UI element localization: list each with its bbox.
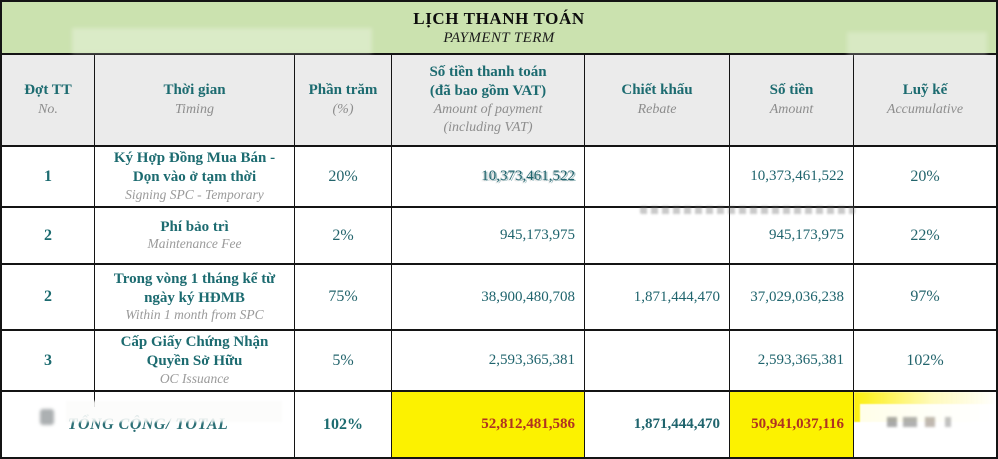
timing-label-en: Within 1 month from SPC — [125, 307, 264, 323]
header-cell-timing: Thời gian Timing — [95, 55, 295, 145]
cell-timing: Ký Hợp Đồng Mua Bán - Dọn vào ở tạm thời… — [95, 147, 295, 206]
table-row: 1 Ký Hợp Đồng Mua Bán - Dọn vào ở tạm th… — [2, 147, 996, 208]
total-accumulative-cell — [854, 392, 996, 457]
cell-rebate — [585, 208, 730, 263]
header-rebate-en: Rebate — [637, 101, 677, 117]
header-timing-en: Timing — [175, 101, 214, 117]
cell-accumulative: 20% — [910, 167, 940, 185]
table-row: 3 Cấp Giấy Chứng Nhận Quyền Sở Hữu OC Is… — [2, 331, 996, 392]
table-header-row: Đợt TT No. Thời gian Timing Phần trăm (%… — [2, 55, 996, 147]
timing-label-en: Signing SPC - Temporary — [125, 186, 264, 202]
timing-label-vi: Ký Hợp Đồng Mua Bán - Dọn vào ở tạm thời — [113, 150, 276, 186]
yellow-fade-highlight — [854, 392, 996, 422]
cell-amount: 10,373,461,522 — [730, 147, 854, 206]
timing-label-vi: Phí bảo trì — [160, 218, 229, 235]
header-no-vi: Đợt TT — [24, 82, 72, 99]
header-rebate-vi: Chiết khấu — [621, 82, 693, 99]
header-amount-en: Amount — [769, 101, 814, 117]
header-cell-amount-vat: Số tiền thanh toán (đã bao gồm VAT) Amou… — [392, 55, 585, 145]
cell-amount-vat: 10,373,461,522 — [392, 147, 585, 206]
cell-timing: Trong vòng 1 tháng kể từ ngày ký HĐMB Wi… — [95, 265, 295, 329]
cell-percent: 5% — [295, 331, 392, 390]
header-amount-vat-en2: (including VAT) — [443, 120, 533, 136]
header-amount-vat-vi2: (đã bao gồm VAT) — [429, 83, 547, 100]
cell-amount: 37,029,036,238 — [730, 265, 854, 329]
cell-rebate: 1,871,444,470 — [585, 265, 730, 329]
header-amount-vat-en1: Amount of payment — [433, 102, 543, 118]
cell-accumulative: 97% — [910, 288, 940, 305]
column-divider-tick — [94, 392, 95, 407]
cell-rebate — [585, 331, 730, 390]
cell-amount-vat: 945,173,975 — [392, 208, 585, 263]
timing-label-vi: Cấp Giấy Chứng Nhận Quyền Sở Hữu — [120, 334, 269, 370]
header-percent-vi: Phần trăm — [308, 82, 378, 99]
total-amount-cell: 50,941,037,116 — [730, 392, 854, 457]
header-timing-vi: Thời gian — [163, 82, 226, 99]
cell-timing: Cấp Giấy Chứng Nhận Quyền Sở Hữu OC Issu… — [95, 331, 295, 390]
timing-label-vi: Trong vòng 1 tháng kể từ ngày ký HĐMB — [113, 270, 276, 306]
header-percent-en: (%) — [332, 101, 354, 117]
total-label-cell: TỔNG CỘNG/ TOTAL — [2, 392, 295, 457]
total-row: TỔNG CỘNG/ TOTAL 102% 52,812,481,586 1,8… — [2, 392, 996, 457]
cell-amount-vat: 2,593,365,381 — [392, 331, 585, 390]
total-percent-cell: 102% — [295, 392, 392, 457]
cell-percent: 2% — [295, 208, 392, 263]
cell-accumulative: 22% — [910, 226, 940, 244]
cell-no: 3 — [2, 331, 95, 390]
cell-amount-vat: 38,900,480,708 — [392, 265, 585, 329]
header-cell-percent: Phần trăm (%) — [295, 55, 392, 145]
cell-accumulative: 102% — [906, 351, 944, 369]
cell-no: 2 — [2, 208, 95, 263]
table-row: 2 Trong vòng 1 tháng kể từ ngày ký HĐMB … — [2, 265, 996, 331]
table-row: 2 Phí bảo trì Maintenance Fee 2% 945,173… — [2, 208, 996, 265]
timing-label-en: OC Issuance — [159, 370, 230, 386]
page-title-vi: LỊCH THANH TOÁN — [413, 8, 585, 28]
header-cell-no: Đợt TT No. — [2, 55, 95, 145]
timing-label-en: Maintenance Fee — [147, 236, 242, 252]
header-no-en: No. — [38, 101, 58, 117]
cell-timing: Phí bảo trì Maintenance Fee — [95, 208, 295, 263]
cell-percent: 75% — [295, 265, 392, 329]
header-accumulative-vi: Luỹ kế — [902, 82, 948, 99]
header-cell-amount: Số tiền Amount — [730, 55, 854, 145]
title-band: LỊCH THANH TOÁN PAYMENT TERM — [2, 2, 996, 55]
total-amount-vat-cell: 52,812,481,586 — [392, 392, 585, 457]
header-amount-vat-vi1: Số tiền thanh toán — [429, 63, 547, 80]
cell-amount: 2,593,365,381 — [730, 331, 854, 390]
cell-amount: 945,173,975 — [730, 208, 854, 263]
cell-no: 2 — [2, 265, 95, 329]
header-accumulative-en: Accumulative — [886, 101, 964, 117]
page-title-en: PAYMENT TERM — [443, 29, 555, 46]
header-cell-accumulative: Luỹ kế Accumulative — [854, 55, 996, 145]
cell-percent: 20% — [295, 147, 392, 206]
header-cell-rebate: Chiết khấu Rebate — [585, 55, 730, 145]
cell-no: 1 — [2, 147, 95, 206]
cell-rebate — [585, 147, 730, 206]
total-label: TỔNG CỘNG/ TOTAL — [67, 415, 229, 433]
header-amount-vi: Số tiền — [769, 82, 814, 99]
total-rebate-cell: 1,871,444,470 — [585, 392, 730, 457]
